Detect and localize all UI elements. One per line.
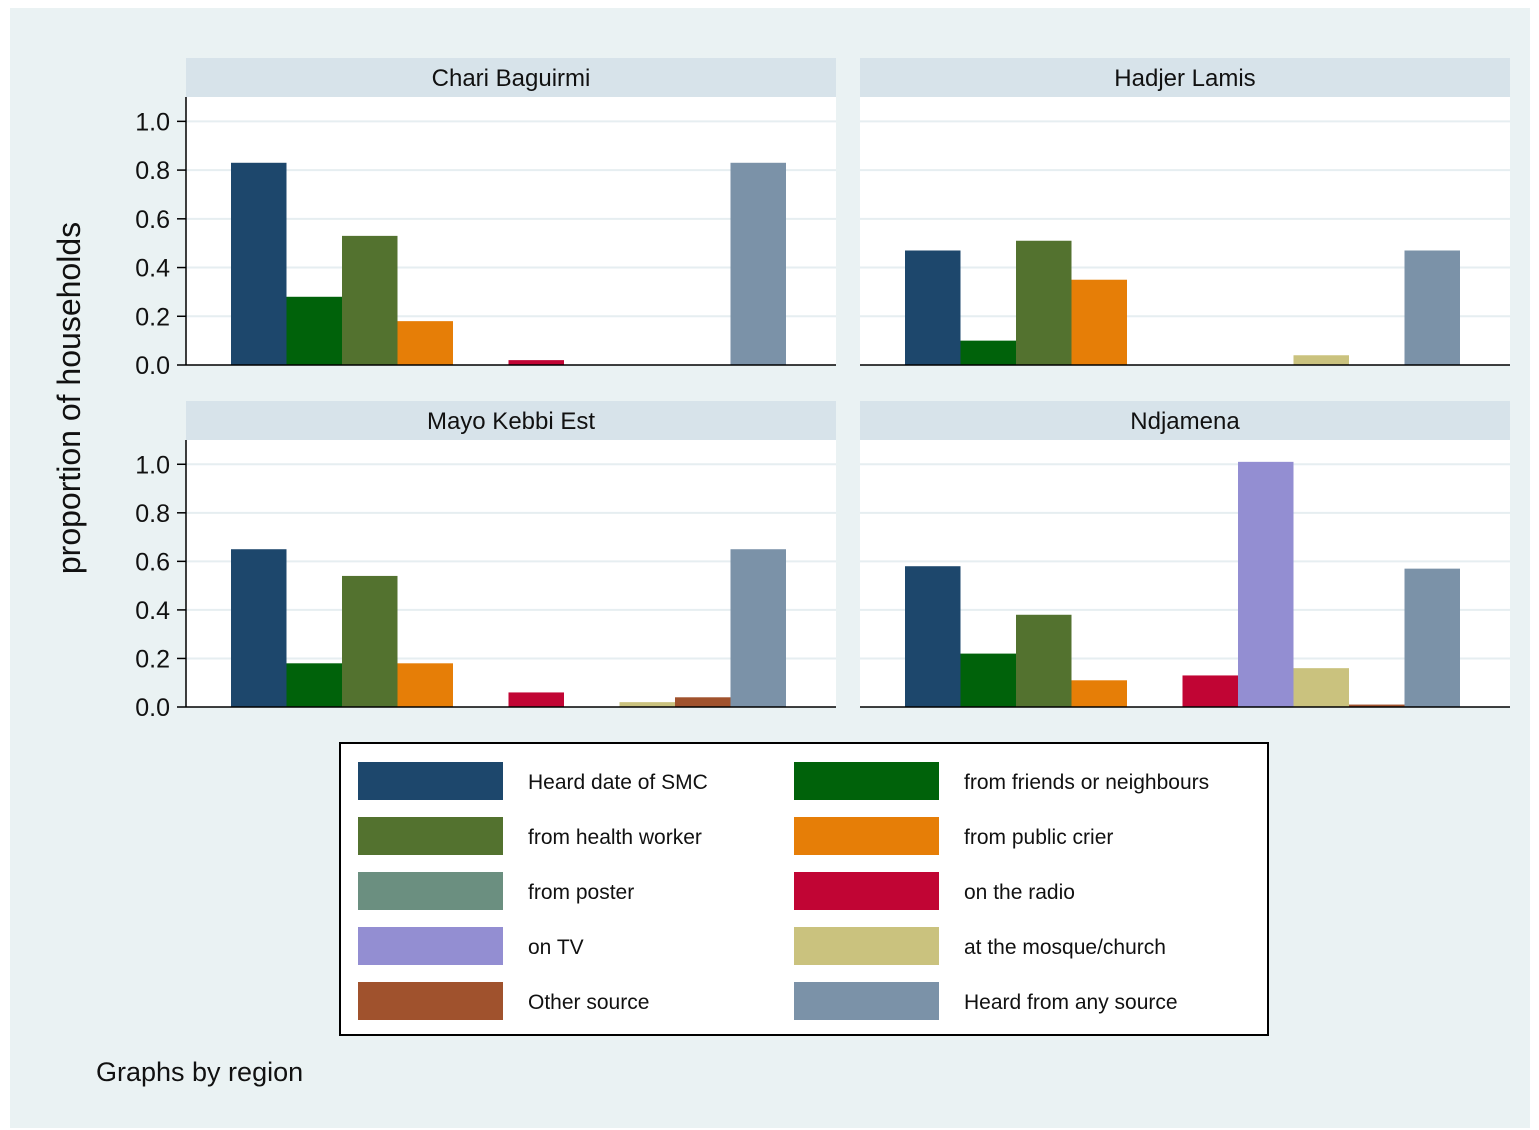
plot-area	[860, 97, 1510, 365]
legend-item-other-source: Other source	[358, 982, 649, 1020]
panel-hadjer-lamis: Hadjer Lamis	[860, 58, 1510, 366]
graphs-by-note: Graphs by region	[96, 1057, 303, 1087]
panel-title: Hadjer Lamis	[1114, 65, 1255, 92]
y-tick-label: 1.0	[135, 451, 170, 479]
legend-item-on-tv: on TV	[358, 927, 584, 965]
y-tick-label: 0.0	[135, 352, 170, 380]
bar-ndjamena-from-public-crier	[1071, 680, 1127, 707]
legend-swatch	[358, 982, 503, 1020]
panel-title-strip	[860, 401, 1510, 441]
legend-item-from-health-worker: from health worker	[358, 817, 702, 855]
legend-label: from health worker	[528, 826, 702, 849]
panel-mayo-kebbi-est: Mayo Kebbi Est 0.0 0.2 0.4 0.6 0.8 1.0	[135, 401, 836, 722]
bar-mayo-kebbi-est-from-health-worker	[342, 575, 398, 707]
bar-mayo-kebbi-est-from-friends-or-neighbours	[286, 663, 342, 707]
legend-item-at-the-mosque-church: at the mosque/church	[794, 927, 1166, 965]
panel-title: Mayo Kebbi Est	[427, 408, 595, 435]
legend-label: from public crier	[964, 826, 1113, 849]
bar-ndjamena-heard-date-of-smc	[905, 566, 961, 707]
bar-mayo-kebbi-est-on-the-radio	[508, 692, 564, 707]
y-axis-label: proportion of households	[51, 222, 87, 574]
legend-label: from poster	[528, 881, 634, 904]
bar-mayo-kebbi-est-other-source	[675, 697, 731, 707]
y-tick-label: 0.2	[135, 645, 170, 673]
bar-mayo-kebbi-est-heard-from-any-source	[730, 549, 786, 707]
bar-ndjamena-from-health-worker	[1016, 614, 1072, 707]
bar-chari-baguirmi-from-health-worker	[342, 235, 398, 365]
bar-hadjer-lamis-at-the-mosque-church	[1293, 355, 1349, 365]
panel-chari-baguirmi: Chari Baguirmi 0.0 0.2 0.4 0.6 0.8 1.0	[135, 58, 836, 380]
bar-chari-baguirmi-from-public-crier	[397, 321, 453, 365]
bar-ndjamena-on-the-radio	[1182, 675, 1238, 707]
legend-item-heard-date-of-smc: Heard date of SMC	[358, 762, 708, 800]
y-tick-label: 0.2	[135, 303, 170, 331]
y-tick-label: 0.4	[135, 255, 170, 283]
panel-title-strip	[186, 58, 836, 98]
bar-ndjamena-other-source	[1349, 704, 1405, 707]
legend-label: on TV	[528, 936, 584, 959]
legend-swatch	[794, 817, 939, 855]
legend-swatch	[794, 982, 939, 1020]
legend-item-from-friends-or-neighbours: from friends or neighbours	[794, 762, 1209, 800]
legend-label: from friends or neighbours	[964, 771, 1209, 794]
y-tick-label: 0.6	[135, 206, 170, 234]
legend-item-heard-from-any-source: Heard from any source	[794, 982, 1178, 1020]
legend-label: on the radio	[964, 881, 1075, 904]
bar-hadjer-lamis-heard-from-any-source	[1404, 250, 1460, 365]
plot-area	[186, 440, 836, 707]
legend-swatch	[794, 762, 939, 800]
bar-chari-baguirmi-heard-from-any-source	[730, 162, 786, 365]
bar-chari-baguirmi-heard-date-of-smc	[231, 162, 287, 365]
legend-swatch	[358, 872, 503, 910]
bar-hadjer-lamis-from-health-worker	[1016, 240, 1072, 365]
legend-swatch	[794, 927, 939, 965]
bar-mayo-kebbi-est-from-public-crier	[397, 663, 453, 707]
bar-chari-baguirmi-on-the-radio	[508, 360, 564, 365]
legend-item-from-public-crier: from public crier	[794, 817, 1113, 855]
panel-title-strip	[186, 401, 836, 441]
legend-swatch	[358, 762, 503, 800]
legend-swatch	[794, 872, 939, 910]
legend-item-on-the-radio: on the radio	[794, 872, 1075, 910]
legend-label: Heard from any source	[964, 991, 1178, 1014]
y-tick-label: 0.0	[135, 694, 170, 722]
legend-label: at the mosque/church	[964, 936, 1166, 959]
y-tick-label: 0.8	[135, 157, 170, 185]
bar-ndjamena-at-the-mosque-church	[1293, 668, 1349, 707]
bar-hadjer-lamis-heard-date-of-smc	[905, 250, 961, 365]
legend-label: Other source	[528, 991, 649, 1014]
legend-label: Heard date of SMC	[528, 771, 708, 794]
legend-swatch	[358, 817, 503, 855]
bar-hadjer-lamis-from-friends-or-neighbours	[960, 340, 1016, 365]
bar-hadjer-lamis-from-public-crier	[1071, 279, 1127, 365]
y-tick-label: 1.0	[135, 108, 170, 136]
panel-title: Ndjamena	[1130, 408, 1240, 435]
bar-mayo-kebbi-est-heard-date-of-smc	[231, 549, 287, 707]
panel-title: Chari Baguirmi	[432, 65, 591, 92]
bar-ndjamena-on-tv	[1238, 461, 1294, 707]
panels: Chari Baguirmi 0.0 0.2 0.4 0.6 0.8 1.0 Hadjer L…	[135, 58, 1510, 722]
panel-ndjamena: Ndjamena	[860, 401, 1510, 708]
y-tick-label: 0.6	[135, 548, 170, 576]
bar-ndjamena-heard-from-any-source	[1404, 568, 1460, 707]
bar-mayo-kebbi-est-at-the-mosque-church	[619, 702, 675, 707]
legend-swatch	[358, 927, 503, 965]
y-tick-label: 0.8	[135, 500, 170, 528]
bar-ndjamena-from-friends-or-neighbours	[960, 653, 1016, 707]
chart-svg: proportion of households Chari Baguirmi 0…	[51, 58, 1510, 1087]
legend: Heard date of SMC from friends or neighbo…	[339, 742, 1269, 1036]
panel-title-strip	[860, 58, 1510, 98]
figure: proportion of households Chari Baguirmi 0…	[10, 8, 1530, 1128]
legend-item-from-poster: from poster	[358, 872, 634, 910]
y-tick-label: 0.4	[135, 597, 170, 625]
bar-chari-baguirmi-from-friends-or-neighbours	[286, 296, 342, 365]
